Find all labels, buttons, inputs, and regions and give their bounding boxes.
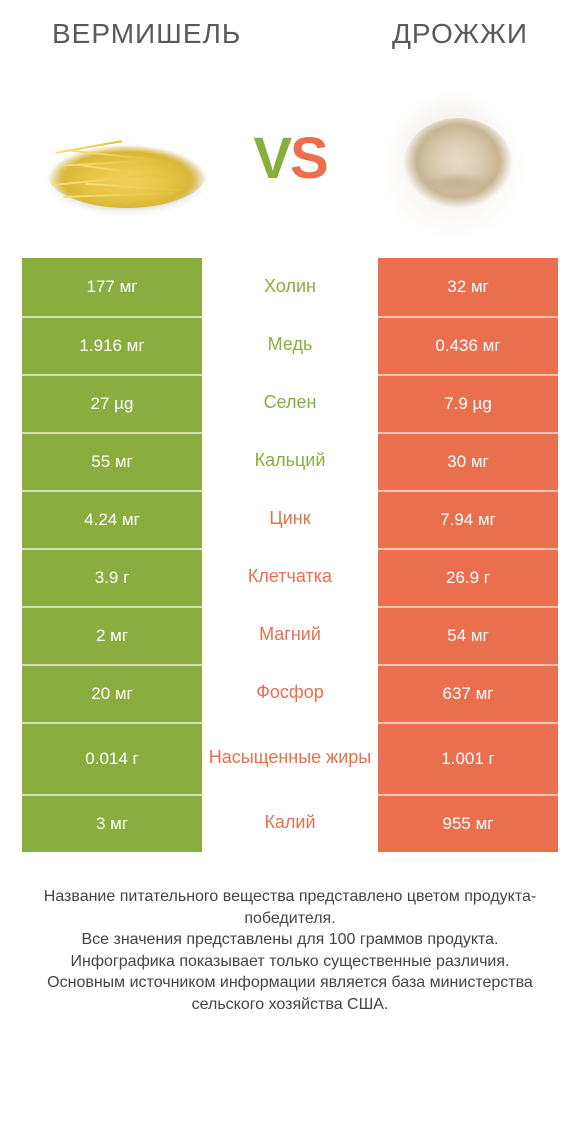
yeast-image <box>358 68 548 248</box>
vs-label: VS <box>253 125 326 192</box>
vs-s: S <box>290 125 327 192</box>
cell-label: Кальций <box>202 432 378 490</box>
cell-right: 7.94 мг <box>378 490 558 548</box>
footnote-line: Название питательного вещества представл… <box>36 886 544 929</box>
cell-label: Медь <box>202 316 378 374</box>
table-row: 3 мгКалий955 мг <box>22 794 558 852</box>
footnote-line: Инфографика показывает только существенн… <box>36 951 544 973</box>
infographic: ВЕРМИШЕЛЬ ДРОЖЖИ VS <box>0 0 580 1144</box>
cell-left: 20 мг <box>22 664 202 722</box>
table-row: 1.916 мгМедь0.436 мг <box>22 316 558 374</box>
cell-label: Фосфор <box>202 664 378 722</box>
footnote-line: Основным источником информации является … <box>36 972 544 1015</box>
footnote-line: Все значения представлены для 100 граммо… <box>36 929 544 951</box>
cell-right: 1.001 г <box>378 722 558 794</box>
cell-right: 7.9 µg <box>378 374 558 432</box>
table-row: 20 мгФосфор637 мг <box>22 664 558 722</box>
cell-left: 4.24 мг <box>22 490 202 548</box>
title-left: ВЕРМИШЕЛЬ <box>52 18 241 50</box>
vermicelli-image <box>32 68 222 248</box>
table-row: 3.9 гКлетчатка26.9 г <box>22 548 558 606</box>
noodles-icon <box>37 98 217 218</box>
cell-left: 177 мг <box>22 258 202 316</box>
table-row: 27 µgСелен7.9 µg <box>22 374 558 432</box>
cell-right: 0.436 мг <box>378 316 558 374</box>
table-row: 177 мгХолин32 мг <box>22 258 558 316</box>
cell-right: 54 мг <box>378 606 558 664</box>
table-row: 0.014 гНасыщенные жиры1.001 г <box>22 722 558 794</box>
cell-left: 2 мг <box>22 606 202 664</box>
cell-right: 637 мг <box>378 664 558 722</box>
cell-label: Насыщенные жиры <box>202 722 378 794</box>
cell-right: 955 мг <box>378 794 558 852</box>
titles-row: ВЕРМИШЕЛЬ ДРОЖЖИ <box>22 18 558 58</box>
cell-left: 0.014 г <box>22 722 202 794</box>
cell-label: Клетчатка <box>202 548 378 606</box>
cell-label: Селен <box>202 374 378 432</box>
cell-left: 55 мг <box>22 432 202 490</box>
cell-label: Цинк <box>202 490 378 548</box>
cell-left: 3 мг <box>22 794 202 852</box>
table-row: 2 мгМагний54 мг <box>22 606 558 664</box>
cell-left: 1.916 мг <box>22 316 202 374</box>
table-row: 55 мгКальций30 мг <box>22 432 558 490</box>
vs-v: V <box>253 125 290 192</box>
yeast-icon <box>363 78 543 238</box>
footnote: Название питательного вещества представл… <box>22 852 558 1016</box>
cell-label: Калий <box>202 794 378 852</box>
cell-label: Магний <box>202 606 378 664</box>
comparison-table: 177 мгХолин32 мг1.916 мгМедь0.436 мг27 µ… <box>22 258 558 852</box>
cell-label: Холин <box>202 258 378 316</box>
cell-left: 27 µg <box>22 374 202 432</box>
hero-row: VS <box>22 58 558 258</box>
cell-right: 30 мг <box>378 432 558 490</box>
cell-left: 3.9 г <box>22 548 202 606</box>
cell-right: 32 мг <box>378 258 558 316</box>
cell-right: 26.9 г <box>378 548 558 606</box>
title-right: ДРОЖЖИ <box>392 18 528 50</box>
table-row: 4.24 мгЦинк7.94 мг <box>22 490 558 548</box>
